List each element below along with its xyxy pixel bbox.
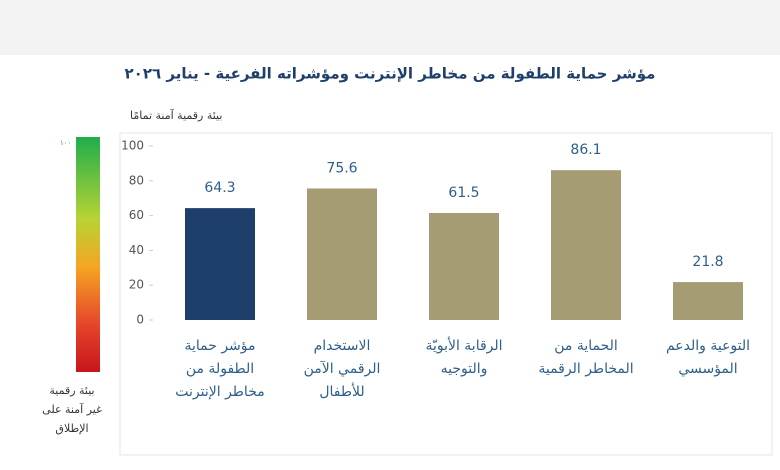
- x-tick-label: والتوجيه: [441, 361, 488, 377]
- x-tick-label: للأطفال: [319, 382, 364, 400]
- x-tick-label: مخاطر الإنترنت: [175, 384, 264, 400]
- x-tick-label: المخاطر الرقمية: [538, 361, 633, 377]
- bar: [307, 188, 377, 320]
- bar: [429, 212, 499, 320]
- scale-bottom-label: بيئة رقمية: [49, 384, 94, 397]
- value-label: 64.3: [204, 180, 235, 196]
- y-tick-label: 40: [129, 243, 144, 257]
- scale-top-value: ١٠٠: [60, 139, 71, 147]
- x-tick-label: الطفولة من: [186, 361, 254, 377]
- bar: [551, 170, 621, 320]
- value-label: 21.8: [692, 254, 723, 270]
- x-tick-label: الاستخدام: [314, 338, 371, 354]
- top-band: [0, 0, 780, 55]
- value-label: 86.1: [570, 142, 601, 158]
- x-tick-label: الحماية من: [554, 338, 618, 354]
- y-tick-label: 0: [136, 313, 144, 327]
- value-label: 75.6: [326, 160, 357, 176]
- plot-frame: [119, 132, 773, 456]
- x-tick-label: التوعية والدعم: [666, 338, 750, 354]
- chart-title: مؤشر حماية الطفولة من مخاطر الإنترنت ومؤ…: [125, 65, 656, 83]
- scale-gradient: [76, 137, 100, 372]
- x-tick-label: الرقمي الآمن: [304, 361, 381, 377]
- x-tick-label: المؤسسي: [678, 361, 737, 377]
- scale-bottom-label: غير آمنة على: [42, 402, 102, 416]
- scale-top-label: بيئة رقمية آمنة تمامًا: [130, 108, 222, 122]
- value-label: 61.5: [448, 185, 479, 201]
- x-tick-label: الرقابة الأبويّة: [425, 336, 502, 354]
- scale-bottom-label: الإطلاق: [55, 422, 88, 435]
- bar: [673, 282, 743, 320]
- x-tick-label: مؤشر حماية: [184, 338, 255, 354]
- y-tick-label: 100: [121, 139, 144, 153]
- bar: [185, 208, 255, 320]
- y-tick-label: 60: [129, 208, 144, 222]
- y-tick-label: 80: [129, 173, 144, 187]
- y-tick-label: 20: [129, 278, 144, 292]
